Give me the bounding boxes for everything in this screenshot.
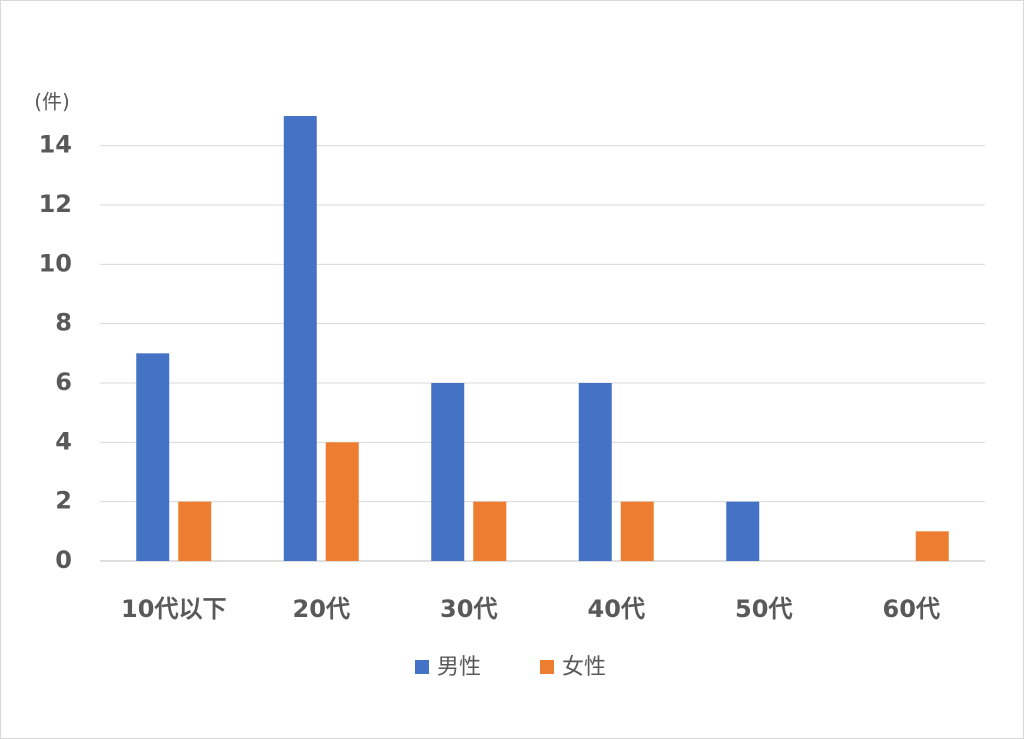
y-tick-label: 8 (55, 309, 72, 337)
bar (726, 501, 760, 561)
legend-swatch (415, 660, 429, 674)
x-tick-label: 40代 (588, 595, 645, 623)
y-tick-label: 2 (55, 487, 72, 515)
bar (136, 353, 170, 561)
bar (178, 501, 212, 561)
x-tick-label: 30代 (440, 595, 497, 623)
x-tick-label: 10代以下 (121, 595, 226, 623)
legend-label: 女性 (562, 655, 606, 680)
y-tick-label: 6 (55, 368, 72, 396)
x-tick-label: 20代 (293, 595, 350, 623)
bar (283, 116, 317, 561)
bar (431, 383, 465, 561)
y-tick-label: 4 (55, 427, 72, 455)
x-tick-label: 50代 (735, 595, 792, 623)
bar (473, 501, 507, 561)
legend-label: 男性 (437, 655, 481, 680)
y-tick-label: 0 (55, 546, 72, 574)
bar (915, 531, 949, 561)
bar (578, 383, 612, 561)
y-tick-label: 10 (39, 249, 72, 277)
bar (325, 442, 359, 561)
x-tick-label: 60代 (883, 595, 940, 623)
y-tick-label: 12 (39, 190, 72, 218)
bar (620, 501, 654, 561)
y-tick-label: 14 (39, 131, 72, 159)
y-unit-label: (件) (34, 90, 70, 114)
legend-swatch (540, 660, 554, 674)
